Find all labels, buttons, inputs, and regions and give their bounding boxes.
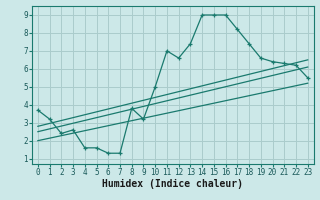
X-axis label: Humidex (Indice chaleur): Humidex (Indice chaleur) (102, 179, 243, 189)
